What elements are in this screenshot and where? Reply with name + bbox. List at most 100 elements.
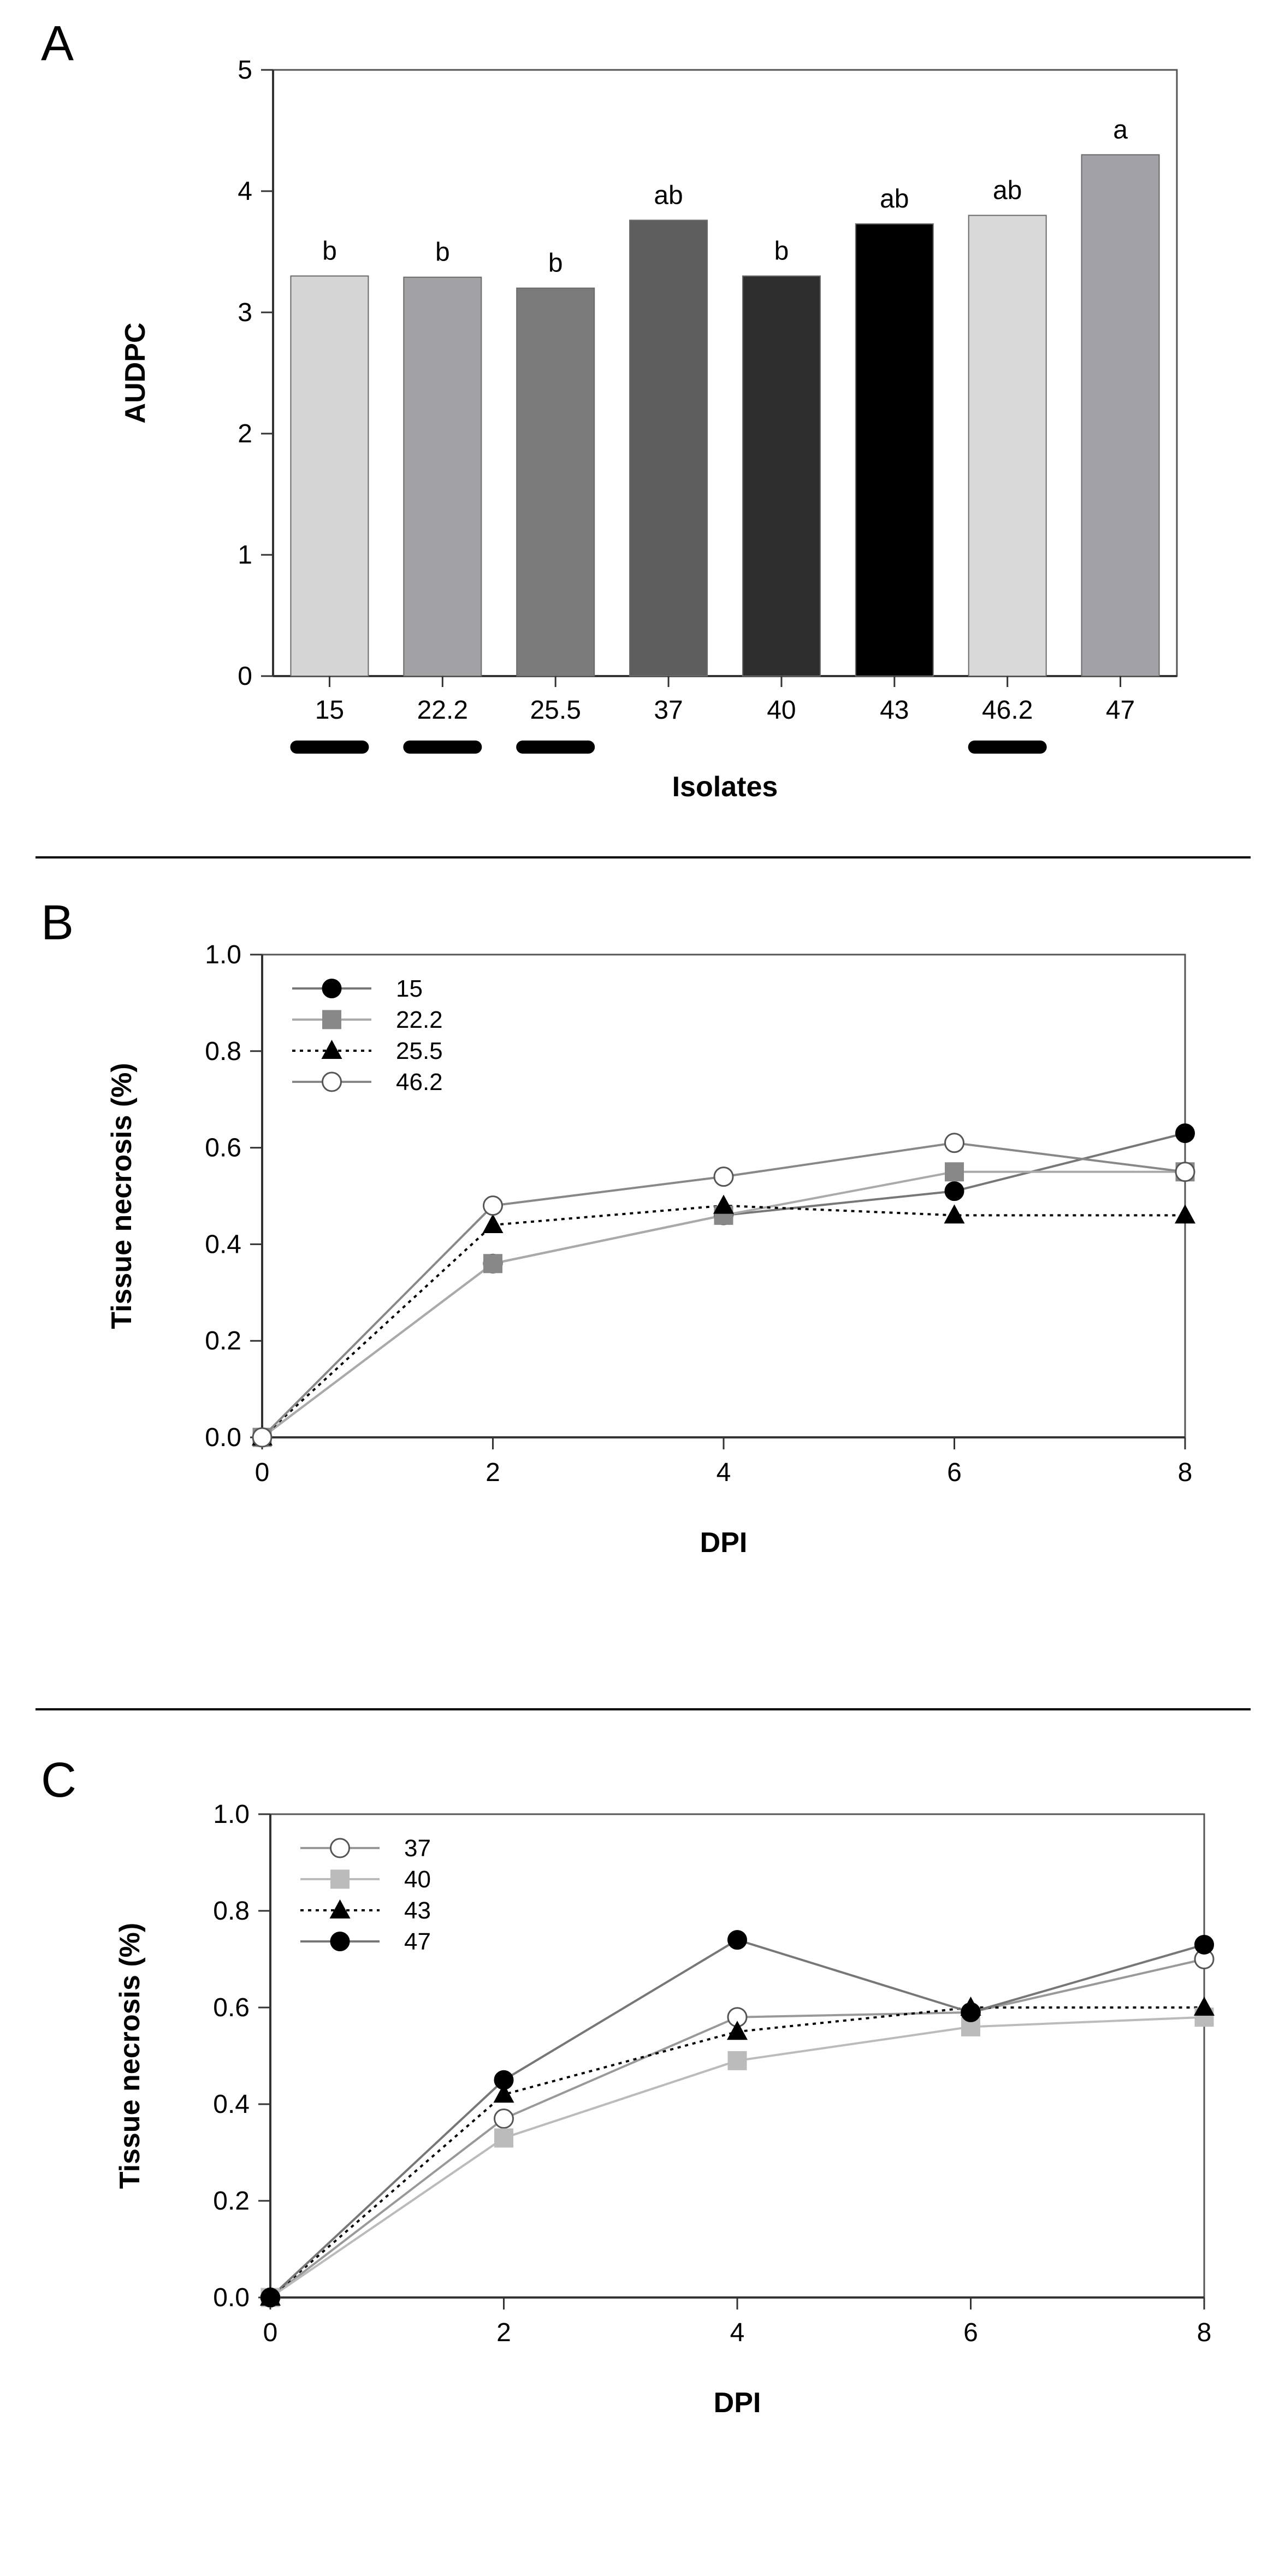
data-point xyxy=(727,1930,747,1950)
legend-entry-label: 43 xyxy=(404,1897,431,1924)
panel-c-y-axis-title: Tissue necrosis (%) xyxy=(114,1923,146,2189)
data-point xyxy=(1175,1162,1195,1182)
panel-b-x-tick-label: 2 xyxy=(486,1458,500,1487)
bar xyxy=(516,287,595,677)
data-point xyxy=(944,1133,964,1153)
data-point xyxy=(713,1166,734,1187)
legend-entry-label: 25.5 xyxy=(396,1038,443,1064)
panel-b-x-tick-label: 8 xyxy=(1178,1458,1193,1487)
panel-b-line-chart: B 0.0 0.2 0.4 0.6 0.8 1.0 0 2 4 6 8 Tissue necrosis… xyxy=(41,896,1195,1559)
panel-a-x-tick-label: 40 xyxy=(767,696,796,725)
legend-entry-label: 15 xyxy=(396,975,423,1002)
legend-entry-label: 40 xyxy=(404,1866,431,1893)
data-point xyxy=(727,2021,748,2040)
data-point xyxy=(494,2109,514,2129)
data-point xyxy=(321,1040,342,1059)
panel-a-y-tick-label: 5 xyxy=(238,56,252,85)
data-point xyxy=(482,1214,504,1234)
data-point xyxy=(493,2083,514,2103)
bar-significance-label: b xyxy=(774,236,789,265)
bar-significance-label: ab xyxy=(654,181,683,210)
data-point xyxy=(322,979,342,998)
panel-b-y-tick-label: 0.2 xyxy=(205,1327,241,1355)
panel-c-line-chart: C 0.0 0.2 0.4 0.6 0.8 1.0 0 2 4 6 8 Tissue necrosis… xyxy=(41,1753,1215,2419)
data-point xyxy=(1175,1123,1195,1144)
legend-entry-label: 22.2 xyxy=(396,1006,443,1033)
panel-a-y-tick-label: 1 xyxy=(238,541,252,570)
highlight-underline-marker xyxy=(516,741,595,754)
data-point xyxy=(961,2002,981,2022)
legend-entry-label: 37 xyxy=(404,1835,431,1862)
data-point xyxy=(330,1869,350,1889)
bar xyxy=(968,215,1047,677)
panel-c-x-tick-label: 4 xyxy=(730,2318,745,2347)
data-point xyxy=(1175,1204,1195,1224)
data-point xyxy=(252,1427,273,1448)
panel-a-x-tick-label: 47 xyxy=(1106,696,1135,725)
bar xyxy=(629,220,708,677)
highlight-underline-marker xyxy=(290,741,369,754)
panel-c-y-tick-label: 0.8 xyxy=(213,1897,250,1926)
data-point xyxy=(1194,1997,1215,2016)
bar-significance-label: ab xyxy=(993,176,1022,205)
legend-entry-label: 47 xyxy=(404,1928,431,1955)
panel-b-letter: B xyxy=(41,896,74,950)
data-point xyxy=(1194,1934,1214,1955)
panel-b-x-tick-label: 4 xyxy=(717,1458,731,1487)
panel-a-x-tick-label: 37 xyxy=(654,696,683,725)
panel-a-y-tick-label: 4 xyxy=(238,177,252,206)
panel-c-x-tick-label: 0 xyxy=(263,2318,278,2347)
panel-b-y-tick-label: 1.0 xyxy=(205,940,241,969)
panel-a-letter: A xyxy=(41,16,74,71)
data-point xyxy=(945,1162,964,1182)
panel-a-x-tick-label: 15 xyxy=(315,696,344,725)
bar-significance-label: ab xyxy=(880,185,909,214)
panel-a-y-tick-label: 0 xyxy=(238,662,252,691)
data-point xyxy=(330,1838,350,1858)
data-point xyxy=(713,1194,734,1214)
bar xyxy=(1081,154,1160,677)
panel-a-y-tick-label: 2 xyxy=(238,419,252,448)
data-point xyxy=(944,1204,965,1224)
panel-a-bar-chart: A 0 1 2 3 4 5 b 15 b 22.2 b 25.5 ab 37 b 40 ab 43 ab 46.2 a 4… xyxy=(41,16,1178,803)
panel-c-x-tick-label: 8 xyxy=(1197,2318,1212,2347)
panel-c-y-tick-label: 1.0 xyxy=(213,1800,250,1829)
data-point xyxy=(494,2128,513,2148)
panel-b-y-tick-label: 0.0 xyxy=(205,1423,241,1452)
panel-b-y-tick-label: 0.4 xyxy=(205,1230,241,1259)
data-point xyxy=(329,1899,351,1918)
panel-b-y-tick-label: 0.6 xyxy=(205,1134,241,1163)
panel-b-x-tick-label: 0 xyxy=(255,1458,270,1487)
panel-c-x-tick-label: 2 xyxy=(496,2318,511,2347)
data-point xyxy=(330,1932,350,1951)
data-point xyxy=(483,1195,503,1216)
panel-b-x-axis-title: DPI xyxy=(700,1527,748,1559)
panel-a-x-tick-label: 22.2 xyxy=(417,696,468,725)
bar xyxy=(290,275,369,677)
panel-c-x-tick-label: 6 xyxy=(963,2318,978,2347)
panel-c-y-tick-label: 0.2 xyxy=(213,2187,250,2216)
panel-c-y-tick-label: 0.0 xyxy=(213,2283,250,2312)
bar-significance-label: b xyxy=(322,236,337,265)
panel-c-y-tick-label: 0.6 xyxy=(213,1993,250,2022)
highlight-underline-marker xyxy=(968,741,1047,754)
panel-b-y-tick-label: 0.8 xyxy=(205,1037,241,1066)
bar-significance-label: a xyxy=(1113,115,1128,144)
panel-b-y-axis-title: Tissue necrosis (%) xyxy=(106,1063,138,1329)
bar-significance-label: b xyxy=(548,249,563,278)
legend-entry-label: 46.2 xyxy=(396,1069,443,1095)
data-point xyxy=(260,2288,280,2307)
panel-a-y-tick-label: 3 xyxy=(238,298,252,327)
panel-c-y-tick-label: 0.4 xyxy=(213,2090,250,2119)
bar-significance-label: b xyxy=(435,238,450,267)
panel-a-x-axis-title: Isolates xyxy=(672,771,778,803)
panel-a-x-tick-label: 46.2 xyxy=(982,696,1033,725)
data-point xyxy=(483,1254,502,1274)
panel-a-y-axis-title: AUDPC xyxy=(120,323,151,424)
bar xyxy=(403,276,482,677)
data-point xyxy=(322,1071,342,1092)
data-point xyxy=(322,1010,341,1029)
panel-b-x-tick-label: 6 xyxy=(947,1458,962,1487)
panel-c-x-axis-title: DPI xyxy=(714,2387,761,2419)
